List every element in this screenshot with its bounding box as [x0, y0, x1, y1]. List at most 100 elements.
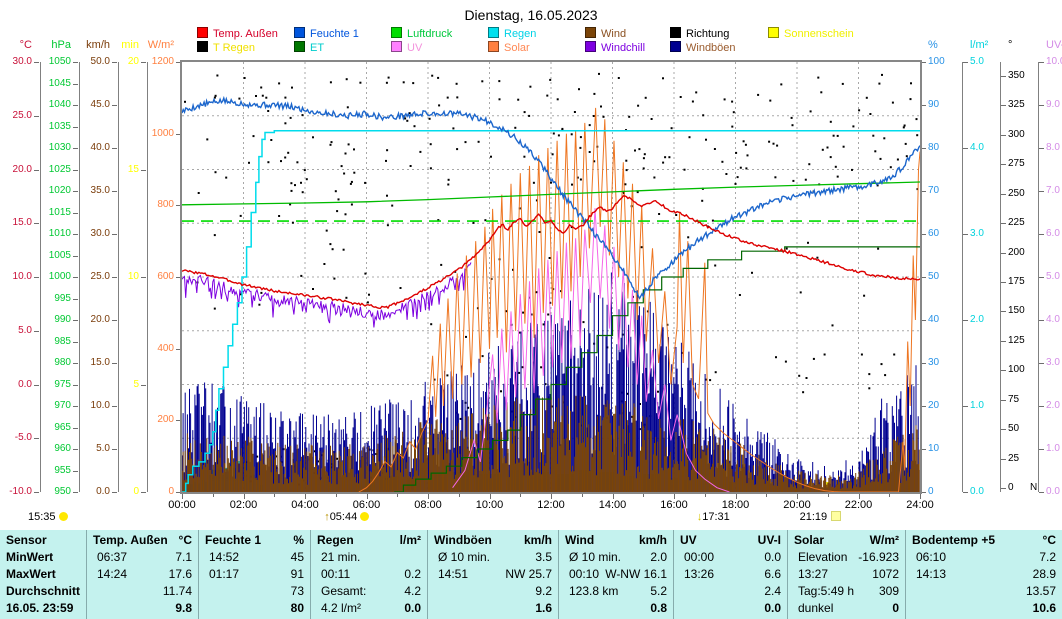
axis-tick	[176, 420, 181, 422]
axis-tick-label-km-h: 0.0	[96, 486, 110, 497]
series-richtung-dot	[472, 221, 475, 224]
axis-tick	[963, 492, 968, 493]
x-tick-label: 04:00	[291, 499, 319, 511]
series-richtung-dot	[289, 203, 292, 206]
axis-tick	[112, 320, 117, 321]
axis-tick	[34, 384, 39, 386]
axis-tick	[73, 449, 78, 450]
legend-swatch-richtung	[670, 27, 681, 38]
table-cell: Gesamt: 4.2	[311, 583, 427, 600]
axis-tick	[921, 234, 926, 235]
legend-swatch-luftdruck	[391, 27, 402, 38]
series-richtung-dot	[832, 134, 835, 137]
series-richtung-dot	[598, 72, 600, 75]
series-richtung-dot	[701, 199, 704, 202]
axis-tick	[176, 133, 181, 135]
axis-tick	[176, 277, 181, 278]
axis-tick	[921, 62, 926, 63]
legend-label-feuchte-1: Feuchte 1	[310, 28, 359, 40]
axis-tick-label-: 0	[928, 486, 934, 497]
axis-tick	[112, 62, 117, 63]
series-richtung-dot	[829, 156, 832, 159]
x-tick	[581, 494, 583, 497]
axis-tick	[921, 492, 926, 493]
cell-text: Ø 10 min.	[569, 550, 622, 564]
series-richtung-dot	[366, 301, 369, 304]
axis-tick-label-hpa: 1015	[48, 206, 71, 218]
series-richtung-dot	[550, 181, 552, 184]
series-richtung-dot	[744, 143, 747, 146]
x-tick-label: 00:00	[168, 499, 196, 511]
series-richtung-dot	[909, 98, 912, 101]
axis-tick-label-hpa: 960	[54, 443, 71, 454]
cell-text: 123.8 km	[569, 584, 619, 598]
axis-tick	[1001, 193, 1006, 195]
series-richtung-dot	[650, 118, 653, 120]
series-richtung-dot	[481, 355, 484, 358]
x-tick	[797, 494, 798, 499]
axis-tick	[963, 234, 968, 235]
series-richtung-dot	[617, 77, 620, 79]
axis-tick-label-c: 15.0	[12, 217, 32, 229]
axis-tick-label-: 80	[928, 142, 940, 153]
series-richtung-dot	[893, 353, 896, 356]
table-cell: 0.0	[674, 600, 787, 617]
axis-tick-label-uv-i: 3.0	[1046, 357, 1060, 368]
table-column-windb-en: Windböen km/h Ø 10 min. 3.5 14:51 NW 25.7 9.2 1…	[427, 530, 558, 619]
legend-item-et: ET	[294, 41, 324, 54]
chart-canvas	[181, 62, 921, 493]
series-richtung-dot	[709, 379, 712, 382]
cell-text: Elevation	[798, 550, 848, 564]
table-cell: 14:13 28.9	[906, 566, 1062, 583]
series-richtung-dot	[916, 188, 919, 191]
series-richtung-dot	[386, 194, 388, 197]
series-richtung-dot	[514, 126, 517, 129]
series-richtung-dot	[638, 428, 641, 431]
cell-value: 6.6	[764, 567, 781, 581]
series-richtung-dot	[438, 104, 441, 107]
series-richtung-dot	[267, 110, 270, 112]
table-column-uv: UV UV-I 00:00 0.0 13:26 6.6 2.4 0.0	[673, 530, 787, 619]
cell-text: 14:51	[438, 567, 469, 581]
axis-tick-label-km-h: 50.0	[90, 56, 110, 67]
axis-header-l-m: l/m²	[970, 39, 989, 51]
series-richtung-dot	[626, 392, 629, 395]
axis-tick	[1001, 134, 1006, 136]
series-richtung-dot	[446, 374, 449, 377]
series-richtung-dot	[440, 263, 443, 266]
axis-tick	[1001, 164, 1006, 166]
page-title: Dienstag, 16.05.2023	[464, 7, 598, 23]
sensor-unit: l/m²	[399, 533, 421, 547]
axis-header-: %	[928, 39, 938, 51]
axis-tick	[963, 148, 968, 149]
cell-value: 1072	[872, 567, 899, 581]
series-richtung-dot	[628, 115, 631, 118]
axis-tick-label-: 175	[1008, 276, 1025, 287]
cell-text: 00:11	[321, 567, 351, 581]
series-richtung-dot	[490, 155, 492, 158]
axis-tick-label-: 30	[928, 357, 940, 368]
series-richtung-dot	[522, 311, 525, 314]
table-cell: 00:00 0.0	[674, 549, 787, 566]
series-richtung-dot	[579, 146, 582, 149]
cell-value: 80	[290, 601, 304, 615]
axis-tick	[1001, 458, 1006, 460]
axis-tick	[73, 62, 78, 63]
series-richtung-dot	[214, 171, 217, 174]
axis-header-min: min	[121, 39, 139, 51]
series-richtung-dot	[557, 134, 560, 137]
legend-item-uv: UV	[391, 41, 422, 54]
table-cell: Elevation -16.923	[788, 549, 905, 566]
sensor-name: Bodentemp +5	[912, 533, 996, 547]
series-richtung-dot	[802, 391, 805, 394]
series-richtung-dot	[530, 313, 533, 316]
x-tick	[274, 494, 276, 497]
series-richtung-dot	[640, 246, 643, 249]
series-richtung-dot	[829, 120, 832, 123]
series-richtung-dot	[642, 157, 645, 160]
axis-tick-label-min: 0	[133, 486, 139, 497]
series-richtung-dot	[702, 114, 705, 117]
series-richtung-dot	[592, 115, 595, 117]
series-richtung-dot	[517, 98, 520, 101]
cell-value: NW 25.7	[505, 567, 552, 581]
